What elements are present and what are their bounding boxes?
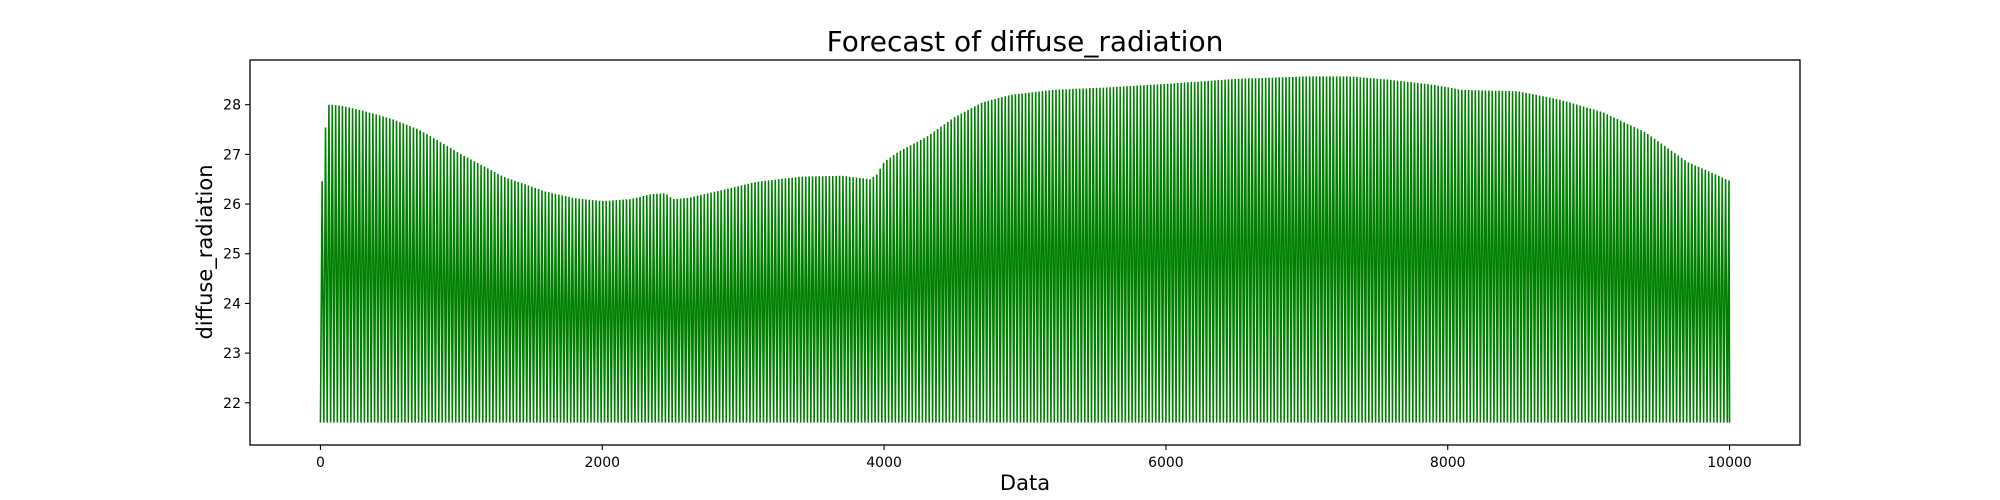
y-axis-label: diffuse_radiation: [193, 164, 218, 339]
series-line-0: [319, 76, 1731, 423]
x-tick-label: 2000: [584, 455, 620, 471]
y-axis: 22 23 24 25 26 27 28: [223, 98, 250, 412]
x-tick-label: 6000: [1148, 455, 1184, 471]
x-tick-label: 4000: [866, 455, 902, 471]
x-tick-label: 10000: [1707, 455, 1752, 471]
y-tick-label: 28: [223, 98, 241, 114]
plot-area: [319, 76, 1731, 423]
x-axis-label: Data: [1000, 471, 1050, 495]
plot-frame: [249, 59, 1801, 446]
y-tick-label: 25: [223, 247, 241, 263]
x-axis: 0 2000 4000 6000 8000 10000: [316, 445, 1752, 471]
x-tick-label: 0: [316, 455, 325, 471]
y-tick-label: 23: [223, 346, 241, 362]
y-tick-label: 22: [223, 396, 241, 412]
x-tick-label: 8000: [1430, 455, 1466, 471]
y-tick-label: 24: [223, 296, 241, 312]
chart-title: Forecast of diffuse_radiation: [827, 25, 1224, 58]
y-tick-label: 26: [223, 197, 241, 213]
y-tick-label: 27: [223, 147, 241, 163]
